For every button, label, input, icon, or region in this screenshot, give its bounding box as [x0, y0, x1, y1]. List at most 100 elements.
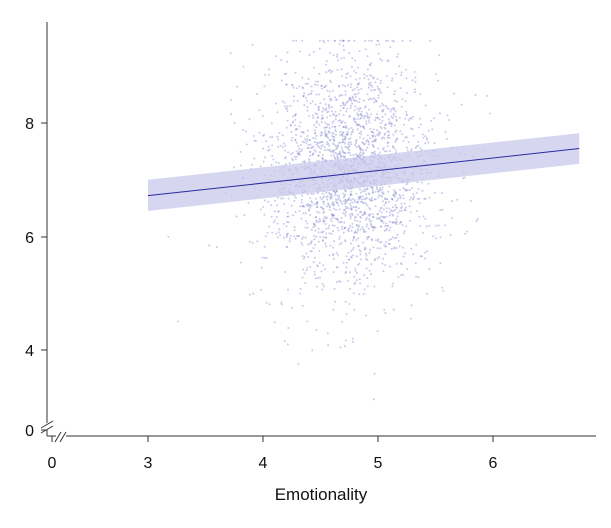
- data-point: [316, 113, 319, 116]
- data-point: [350, 207, 353, 209]
- data-point: [310, 85, 313, 88]
- data-point: [377, 212, 379, 215]
- data-point: [331, 195, 333, 198]
- data-point: [341, 94, 344, 97]
- data-point: [276, 222, 279, 225]
- data-point: [298, 209, 301, 212]
- data-point: [302, 236, 305, 239]
- data-point: [329, 99, 332, 102]
- data-point: [352, 117, 355, 119]
- data-point: [309, 250, 312, 253]
- data-point: [177, 320, 180, 323]
- data-point: [352, 99, 355, 101]
- data-point: [307, 160, 310, 163]
- data-point: [307, 208, 310, 211]
- data-point: [314, 132, 317, 135]
- data-point: [321, 141, 324, 144]
- data-point: [444, 224, 447, 227]
- data-point: [388, 220, 391, 223]
- data-point: [405, 92, 408, 94]
- data-point: [356, 271, 358, 274]
- data-point: [378, 256, 381, 259]
- data-point: [306, 129, 309, 132]
- data-point: [367, 192, 370, 195]
- data-point: [388, 243, 391, 246]
- data-point: [395, 199, 398, 202]
- data-point: [382, 148, 384, 151]
- data-point: [356, 118, 359, 121]
- data-point: [313, 235, 316, 237]
- data-point: [339, 156, 342, 159]
- data-point: [405, 146, 408, 149]
- data-point: [293, 194, 296, 197]
- data-point: [387, 200, 390, 203]
- data-point: [369, 64, 372, 67]
- data-point: [464, 232, 467, 235]
- data-point: [378, 88, 381, 91]
- data-point: [335, 147, 338, 150]
- data-point: [384, 113, 387, 116]
- data-point: [282, 142, 285, 145]
- data-point: [410, 148, 413, 151]
- data-point: [306, 266, 309, 269]
- data-point: [370, 84, 373, 87]
- data-point: [356, 123, 358, 126]
- data-point: [259, 208, 262, 211]
- data-point: [424, 142, 427, 145]
- data-point: [303, 92, 306, 95]
- data-point: [315, 134, 318, 137]
- data-point: [252, 292, 255, 295]
- data-point: [331, 214, 334, 217]
- data-point: [362, 99, 365, 102]
- data-point: [332, 204, 335, 207]
- data-point: [374, 98, 377, 101]
- data-point: [369, 213, 372, 216]
- data-point: [413, 195, 416, 198]
- data-point: [321, 154, 324, 157]
- data-point: [356, 154, 359, 157]
- data-point: [314, 216, 317, 218]
- data-point: [323, 41, 326, 44]
- data-point: [379, 82, 382, 85]
- data-point: [383, 133, 386, 136]
- data-point: [286, 221, 288, 223]
- data-point: [402, 187, 405, 189]
- data-point: [291, 159, 294, 162]
- data-point: [368, 119, 370, 122]
- data-point: [435, 237, 437, 240]
- data-point: [378, 43, 381, 46]
- data-point: [387, 224, 390, 227]
- data-point: [323, 146, 326, 148]
- data-point: [400, 207, 403, 209]
- data-point: [342, 126, 345, 129]
- data-point: [354, 120, 357, 123]
- data-point: [361, 141, 364, 144]
- data-point: [358, 107, 361, 110]
- data-point: [376, 330, 379, 333]
- data-point: [393, 124, 396, 127]
- data-point: [319, 134, 322, 137]
- data-point: [367, 143, 370, 146]
- data-point: [350, 208, 353, 211]
- data-point: [260, 266, 263, 269]
- data-point: [327, 203, 330, 206]
- data-point: [302, 131, 305, 134]
- data-point: [322, 236, 325, 239]
- data-point: [328, 95, 331, 98]
- data-point: [332, 120, 335, 123]
- data-point: [378, 90, 381, 93]
- data-point: [302, 257, 305, 260]
- data-point: [411, 79, 414, 82]
- data-point: [325, 134, 328, 137]
- data-point: [343, 49, 345, 52]
- data-point: [332, 246, 335, 249]
- data-point: [332, 142, 335, 145]
- data-point: [380, 91, 383, 94]
- data-point: [412, 253, 415, 256]
- data-point: [399, 221, 402, 223]
- data-point: [340, 216, 343, 219]
- data-point: [344, 339, 347, 342]
- data-point: [359, 113, 362, 115]
- data-point: [354, 216, 357, 219]
- data-point: [309, 197, 312, 200]
